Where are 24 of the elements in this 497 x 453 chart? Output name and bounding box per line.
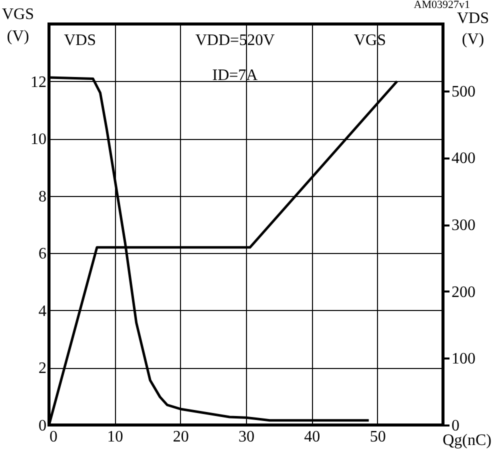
y2-tick-label: 0 — [452, 418, 460, 434]
x-tick-label: 20 — [172, 428, 189, 446]
x-tick-label: 30 — [238, 428, 254, 446]
y2-tick-label: 200 — [452, 284, 476, 301]
y2-tick-label: 300 — [452, 217, 476, 234]
y-tick-label: 6 — [38, 246, 46, 263]
y-tick-label: 2 — [38, 360, 46, 378]
y2-axis-title: VDS (V) — [456, 10, 490, 48]
y-tick-label: 12 — [30, 74, 46, 91]
x-tick-label: 40 — [304, 428, 320, 446]
y2-tick-label: 500 — [452, 83, 476, 100]
x-axis-title: Qg(nC) — [442, 432, 492, 449]
y2-tick-label: 400 — [452, 150, 476, 168]
x-tick-label: 0 — [50, 428, 58, 446]
series-label: VDS — [64, 32, 96, 49]
x-tick-label: 50 — [370, 428, 386, 446]
y-tick-label: 0 — [38, 418, 46, 434]
y-tick-label: 10 — [30, 131, 46, 148]
text: AM03927v1 — [414, 0, 470, 11]
y-tick-label: 4 — [38, 302, 46, 320]
x-tick-label: 10 — [107, 428, 124, 446]
y-tick-label: 8 — [38, 188, 46, 206]
y-axis-title: VGS (V) — [2, 6, 34, 45]
y2-tick-label: 100 — [452, 350, 476, 368]
